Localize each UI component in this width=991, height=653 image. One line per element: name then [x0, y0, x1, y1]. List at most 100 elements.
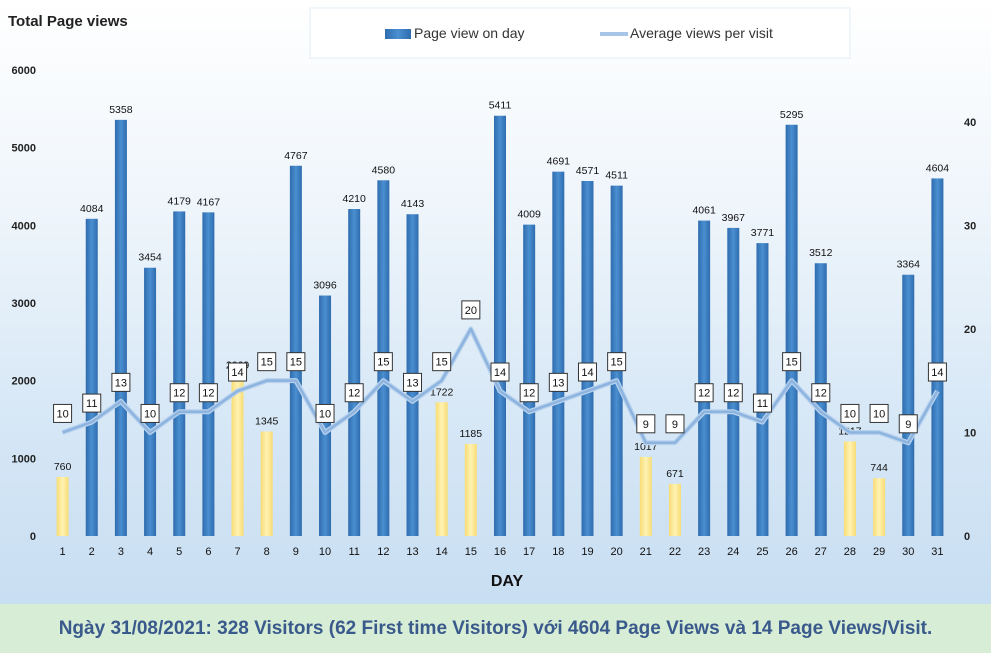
x-axis-label: DAY — [491, 573, 524, 590]
avg-value-box — [723, 383, 743, 403]
avg-value-label: 20 — [465, 305, 477, 317]
x-tick-label: 16 — [494, 546, 506, 558]
bar-value-label: 4604 — [926, 162, 950, 174]
bar — [523, 224, 536, 536]
avg-value-box — [198, 383, 218, 403]
bar — [435, 402, 448, 536]
x-tick-label: 17 — [523, 546, 535, 558]
x-tick-label: 1 — [60, 546, 66, 558]
avg-value-label: 11 — [86, 398, 97, 410]
bar-value-label: 4571 — [576, 165, 600, 177]
avg-value-box — [111, 372, 131, 392]
bar-value-label: 1345 — [255, 416, 279, 428]
avg-value-label: 12 — [727, 388, 739, 400]
bar-value-label: 744 — [870, 462, 888, 474]
bar-value-label: 4210 — [343, 193, 367, 205]
bar — [260, 431, 273, 536]
chart-title: Total Page views — [8, 13, 128, 30]
bar — [931, 178, 944, 536]
x-tick-label: 20 — [611, 546, 623, 558]
avg-value-box — [782, 352, 802, 372]
avg-value-box — [636, 414, 656, 434]
avg-value-box — [461, 300, 481, 320]
legend-line-label: Average views per visit — [630, 25, 773, 41]
bar-value-label: 5295 — [780, 109, 804, 121]
bar-value-label: 5358 — [109, 104, 133, 116]
x-tick-label: 21 — [640, 546, 652, 558]
avg-value-label: 10 — [319, 408, 331, 420]
avg-value-box — [665, 414, 685, 434]
bar — [348, 209, 361, 537]
avg-value-label: 14 — [494, 367, 506, 379]
avg-value-box — [490, 362, 510, 382]
avg-value-label: 9 — [643, 419, 649, 431]
avg-value-label: 14 — [581, 367, 593, 379]
y2-tick-label: 20 — [964, 324, 976, 336]
summary-text: Ngày 31/08/2021: 328 Visitors (62 First … — [58, 617, 933, 639]
avg-line — [62, 327, 939, 445]
avg-value-box — [140, 403, 160, 423]
x-tick-label: 29 — [873, 546, 885, 558]
avg-value-box — [228, 362, 248, 382]
bar-value-label: 3096 — [313, 280, 337, 292]
avg-value-label: 12 — [523, 388, 535, 400]
bar-value-label: 4511 — [605, 170, 628, 182]
bar-value-label: 671 — [666, 468, 684, 480]
x-tick-label: 27 — [815, 546, 827, 558]
x-tick-label: 2 — [89, 546, 95, 558]
avg-value-box — [927, 362, 947, 382]
bar-value-label: 1185 — [460, 428, 483, 440]
x-tick-label: 26 — [785, 546, 797, 558]
avg-value-label: 15 — [436, 357, 448, 369]
bar-value-label: 4179 — [168, 195, 192, 207]
avg-value-box — [752, 393, 772, 413]
bar-value-label: 4009 — [517, 209, 541, 221]
x-tick-label: 10 — [319, 546, 331, 558]
avg-value-label: 15 — [377, 357, 389, 369]
bar — [727, 227, 740, 536]
bar-value-label: 3454 — [138, 252, 162, 264]
avg-value-label: 10 — [144, 408, 156, 420]
x-tick-label: 22 — [669, 546, 681, 558]
summary-footer: Ngày 31/08/2021: 328 Visitors (62 First … — [0, 604, 991, 653]
bar-value-label: 3771 — [751, 227, 775, 239]
page-views-chart: Total Page views Page view on day Averag… — [8, 7, 976, 590]
bar — [756, 243, 769, 536]
avg-value-label: 9 — [672, 419, 678, 431]
avg-value-label: 12 — [698, 388, 710, 400]
avg-value-box — [286, 352, 306, 372]
avg-value-label: 9 — [905, 419, 911, 431]
avg-value-label: 14 — [231, 367, 243, 379]
bar — [56, 476, 69, 536]
legend-bar-label: Page view on day — [414, 25, 525, 41]
avg-value-label: 15 — [261, 357, 273, 369]
x-tick-label: 11 — [348, 546, 359, 558]
avg-value-box — [519, 383, 539, 403]
y-tick-label: 0 — [30, 531, 36, 543]
x-tick-label: 30 — [902, 546, 914, 558]
y-tick-label: 2000 — [12, 376, 36, 388]
y-axis-right: 0 10 20 30 40 — [964, 117, 976, 543]
y2-tick-label: 40 — [964, 117, 976, 129]
avg-value-box — [577, 362, 597, 382]
bar-value-label: 1722 — [430, 386, 454, 398]
bar — [289, 165, 302, 536]
x-tick-label: 13 — [406, 546, 418, 558]
bar-value-label: 4580 — [372, 164, 396, 176]
avg-value-label: 15 — [611, 357, 623, 369]
avg-value-label: 12 — [348, 388, 360, 400]
x-tick-label: 19 — [581, 546, 593, 558]
avg-value-box — [548, 372, 568, 392]
avg-value-box — [607, 352, 627, 372]
avg-value-label: 15 — [290, 357, 302, 369]
y-axis-left: 0 1000 2000 3000 4000 5000 6000 — [12, 65, 36, 543]
bar — [581, 180, 594, 537]
y2-tick-label: 30 — [964, 220, 976, 232]
y2-tick-label: 10 — [964, 427, 976, 439]
bar-value-label: 4143 — [401, 198, 425, 210]
avg-value-box — [811, 383, 831, 403]
line-series: 10 11 13 10 12 12 14 15 15 10 12 15 13 15 20 14 12 13 14 15… — [53, 300, 947, 446]
bar — [144, 267, 157, 536]
y-tick-label: 3000 — [12, 298, 36, 310]
avg-value-box — [373, 352, 393, 372]
